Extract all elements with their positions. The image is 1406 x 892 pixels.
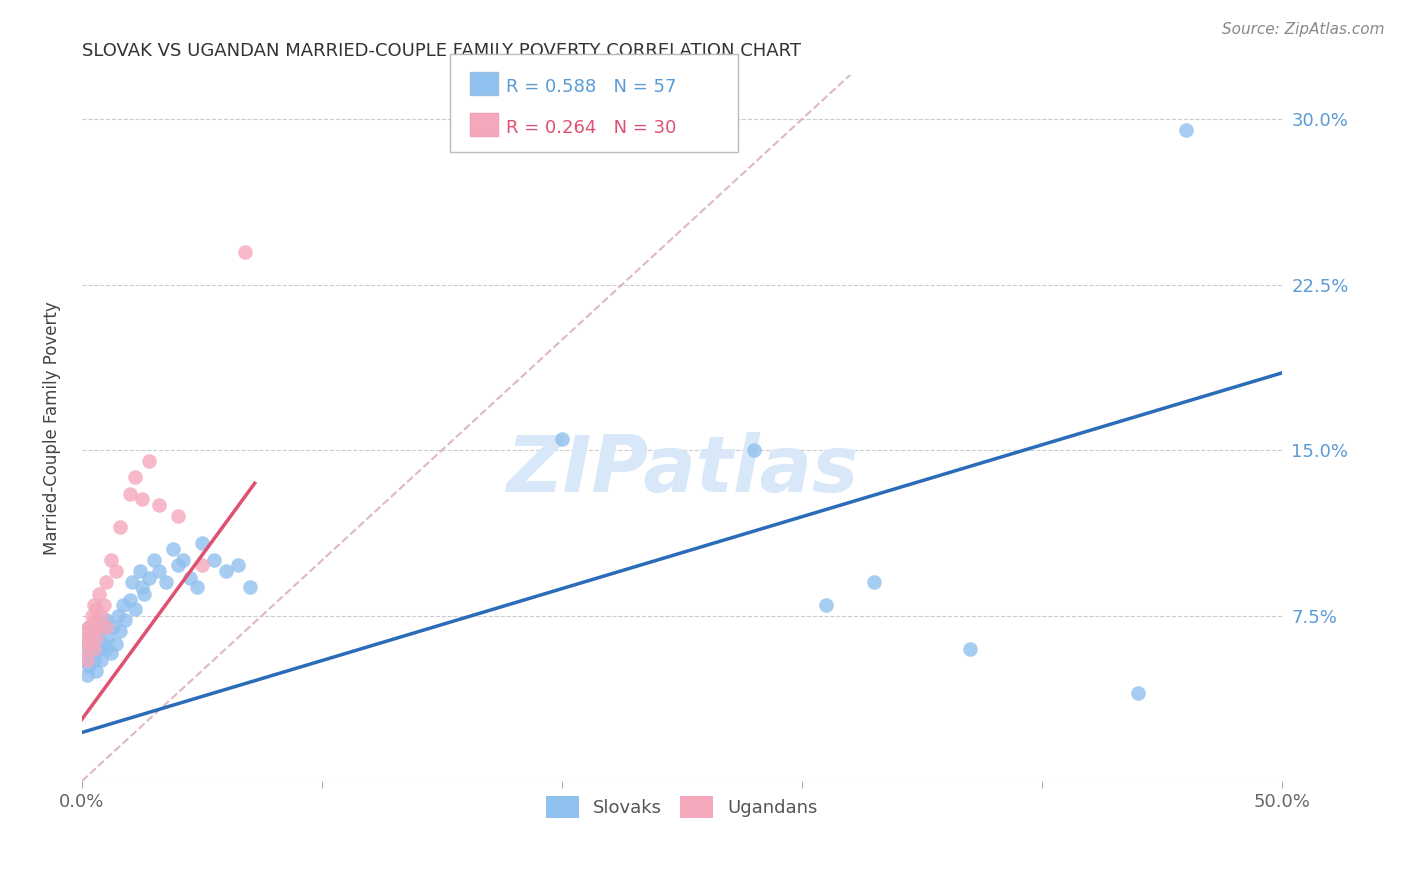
Text: SLOVAK VS UGANDAN MARRIED-COUPLE FAMILY POVERTY CORRELATION CHART: SLOVAK VS UGANDAN MARRIED-COUPLE FAMILY … bbox=[82, 42, 801, 60]
Point bbox=[167, 509, 190, 524]
Point bbox=[233, 244, 256, 259]
Y-axis label: Married-Couple Family Poverty: Married-Couple Family Poverty bbox=[44, 301, 60, 555]
Point bbox=[86, 631, 108, 645]
Point bbox=[93, 637, 115, 651]
Point bbox=[77, 641, 100, 656]
Point bbox=[179, 571, 201, 585]
Point bbox=[87, 624, 110, 638]
Point bbox=[239, 580, 262, 594]
Point bbox=[86, 631, 108, 645]
Point bbox=[124, 602, 146, 616]
Point bbox=[138, 454, 160, 468]
Point bbox=[131, 580, 153, 594]
Point bbox=[80, 646, 103, 660]
Point bbox=[94, 641, 117, 656]
Point bbox=[76, 668, 98, 682]
Point bbox=[128, 565, 150, 579]
Point bbox=[73, 653, 96, 667]
Point bbox=[94, 619, 117, 633]
Point bbox=[87, 641, 110, 656]
Point bbox=[551, 432, 574, 446]
Point bbox=[814, 598, 837, 612]
Point bbox=[742, 443, 765, 458]
Point bbox=[80, 624, 103, 638]
Point bbox=[83, 615, 105, 630]
Text: R = 0.264   N = 30: R = 0.264 N = 30 bbox=[506, 119, 676, 136]
Point bbox=[110, 520, 132, 534]
Point bbox=[90, 653, 112, 667]
Point bbox=[80, 608, 103, 623]
Point bbox=[76, 653, 98, 667]
Point bbox=[101, 619, 124, 633]
Point bbox=[76, 631, 98, 645]
Point bbox=[1126, 686, 1149, 700]
Point bbox=[142, 553, 165, 567]
Text: Source: ZipAtlas.com: Source: ZipAtlas.com bbox=[1222, 22, 1385, 37]
Point bbox=[83, 641, 105, 656]
Point bbox=[110, 624, 132, 638]
Point bbox=[90, 619, 112, 633]
Point bbox=[862, 575, 884, 590]
Point bbox=[186, 580, 208, 594]
Point bbox=[76, 631, 98, 645]
Point bbox=[124, 469, 146, 483]
Point bbox=[80, 624, 103, 638]
Point bbox=[104, 637, 127, 651]
Point bbox=[111, 598, 134, 612]
Point bbox=[162, 542, 184, 557]
Point bbox=[107, 608, 129, 623]
Point bbox=[73, 641, 96, 656]
Point bbox=[191, 558, 214, 572]
Point bbox=[94, 575, 117, 590]
Point bbox=[134, 586, 156, 600]
Point bbox=[138, 571, 160, 585]
Point bbox=[83, 598, 105, 612]
Point bbox=[167, 558, 190, 572]
Point bbox=[90, 608, 112, 623]
Point bbox=[191, 536, 214, 550]
Point bbox=[77, 659, 100, 673]
Text: R = 0.588   N = 57: R = 0.588 N = 57 bbox=[506, 78, 676, 95]
Point bbox=[94, 613, 117, 627]
Point bbox=[87, 586, 110, 600]
Point bbox=[148, 565, 170, 579]
Point bbox=[172, 553, 194, 567]
Point bbox=[202, 553, 225, 567]
Point bbox=[959, 641, 981, 656]
Point bbox=[148, 498, 170, 512]
Point bbox=[118, 487, 141, 501]
Point bbox=[73, 637, 96, 651]
Point bbox=[77, 619, 100, 633]
Point bbox=[93, 615, 115, 630]
Point bbox=[118, 593, 141, 607]
Point bbox=[131, 491, 153, 506]
Point bbox=[97, 631, 120, 645]
Point bbox=[215, 565, 238, 579]
Point bbox=[73, 624, 96, 638]
Point bbox=[114, 613, 136, 627]
Point bbox=[77, 619, 100, 633]
Point bbox=[86, 602, 108, 616]
Text: ZIPatlas: ZIPatlas bbox=[506, 433, 858, 508]
Legend: Slovaks, Ugandans: Slovaks, Ugandans bbox=[538, 789, 825, 825]
Point bbox=[226, 558, 249, 572]
Point bbox=[155, 575, 177, 590]
Point bbox=[86, 615, 108, 630]
Point bbox=[100, 646, 122, 660]
Point bbox=[86, 664, 108, 678]
Point bbox=[93, 598, 115, 612]
Point bbox=[77, 637, 100, 651]
Point bbox=[83, 653, 105, 667]
Point bbox=[100, 553, 122, 567]
Point bbox=[1174, 123, 1197, 137]
Point bbox=[104, 565, 127, 579]
Point bbox=[121, 575, 143, 590]
Point bbox=[87, 619, 110, 633]
Point bbox=[83, 635, 105, 649]
